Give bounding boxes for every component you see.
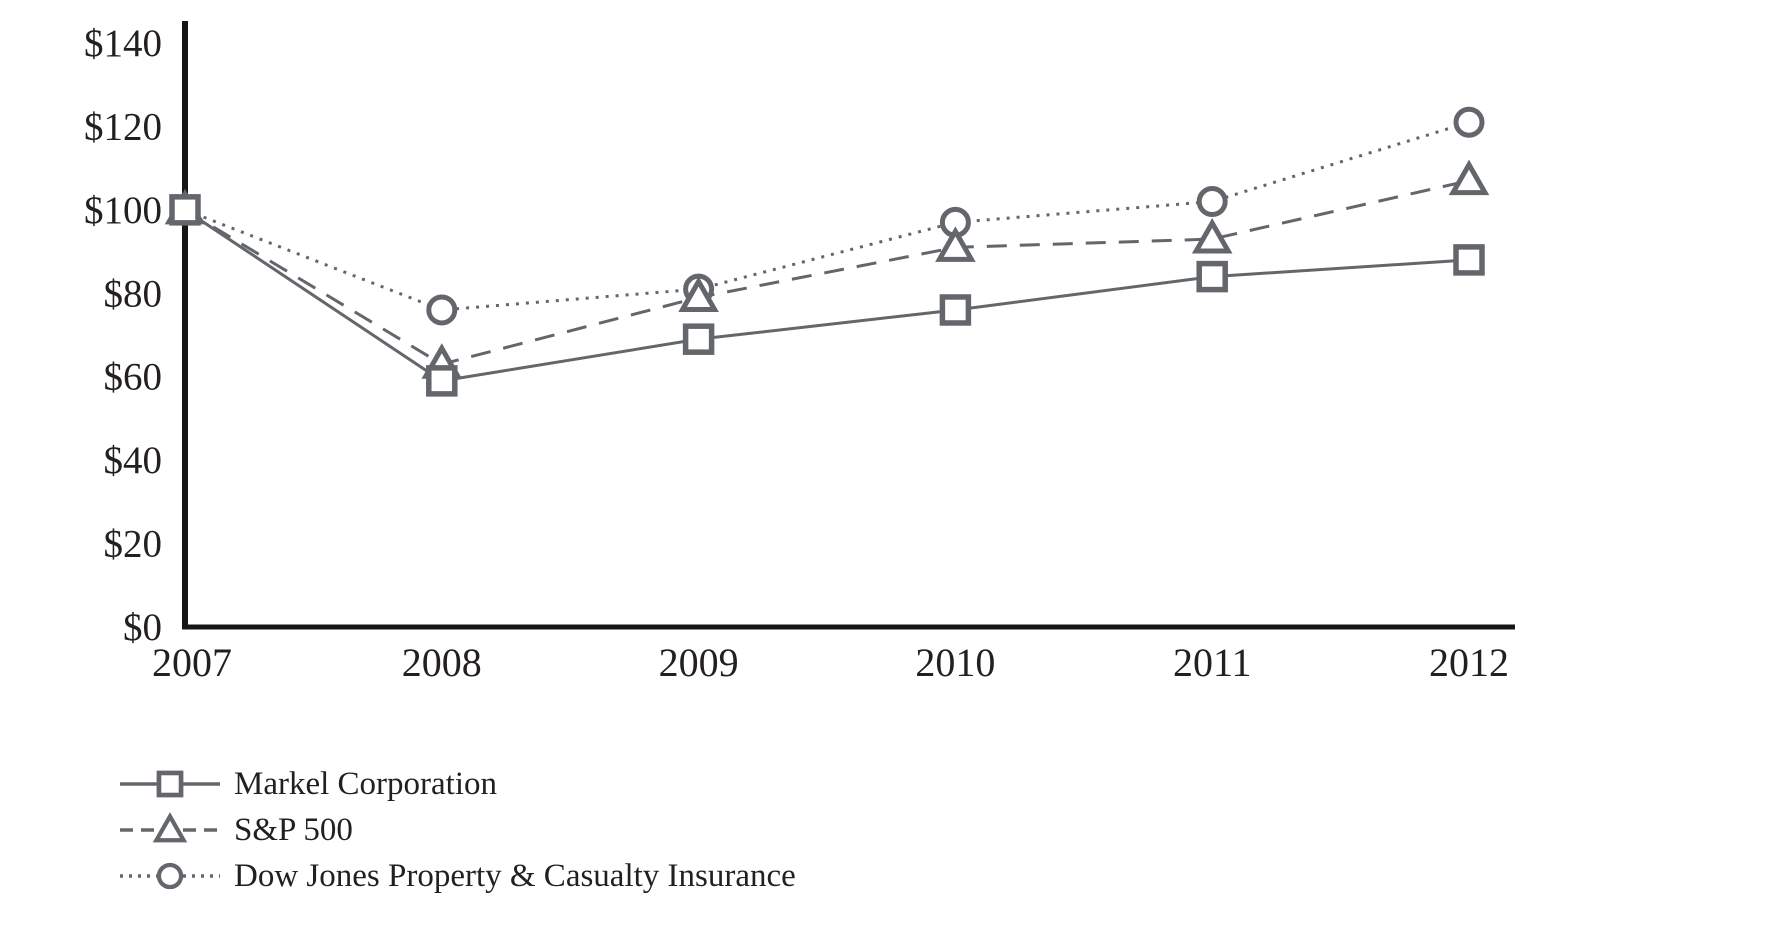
legend-item-1: Markel Corporation	[118, 761, 796, 807]
triangle-marker	[935, 226, 976, 262]
legend-label: Markel Corporation	[234, 765, 498, 802]
circle-marker	[1196, 186, 1228, 218]
square-marker	[426, 365, 458, 397]
triangle-marker	[1191, 218, 1233, 254]
y-tick-label: $140	[84, 22, 162, 65]
legend-swatch-triangle	[120, 812, 220, 843]
legend-item-3: Dow Jones Property & Casualty Insurance	[118, 853, 796, 899]
x-tick-label: 2010	[915, 640, 995, 685]
x-tick-label: 2009	[659, 640, 739, 685]
y-tick-label: $20	[104, 523, 163, 566]
circle-marker	[426, 294, 458, 326]
series-line-triangle	[184, 179, 1470, 366]
y-tick-label: $120	[84, 105, 162, 148]
square-marker	[1196, 260, 1228, 293]
square-marker	[1453, 244, 1485, 276]
square-marker	[939, 294, 972, 326]
series-line-circle	[184, 120, 1470, 312]
y-tick-label: $40	[104, 439, 163, 482]
x-tick-label: 2011	[1173, 640, 1252, 685]
chart-legend: Markel Corporation S&P 500 Dow Jones Prope…	[118, 761, 796, 899]
triangle-marker	[678, 276, 719, 312]
series-line-square	[184, 208, 1470, 383]
triangle-marker	[1448, 159, 1490, 196]
legend-label: Dow Jones Property & Casualty Insurance	[234, 857, 796, 894]
x-tick-label: 2012	[1429, 640, 1509, 685]
circle-marker	[156, 862, 184, 890]
y-tick-label: $80	[104, 272, 163, 315]
y-tick-label: $0	[123, 606, 162, 649]
legend-swatch-square	[120, 770, 220, 798]
square-marker	[682, 323, 715, 355]
circle-marker	[1453, 106, 1485, 138]
legend-swatch-circle	[120, 862, 220, 890]
legend-item-2: S&P 500	[118, 807, 796, 853]
square-marker	[169, 194, 201, 226]
triangle-marker	[152, 812, 188, 843]
y-tick-label: $60	[104, 356, 163, 399]
y-tick-label: $100	[84, 189, 162, 232]
x-tick-label: 2008	[402, 640, 482, 685]
square-marker	[156, 770, 184, 798]
legend-label: S&P 500	[234, 811, 353, 848]
x-tick-label: 2007	[152, 640, 232, 685]
